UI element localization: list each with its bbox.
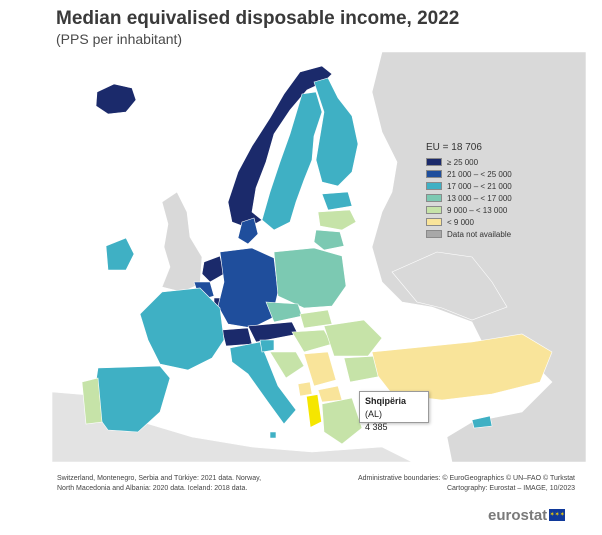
legend-swatch — [426, 182, 442, 190]
tooltip-country-code: (AL) — [365, 409, 383, 419]
region-fr[interactable] — [139, 287, 225, 371]
region-mk[interactable] — [317, 385, 343, 403]
region-is[interactable] — [95, 83, 137, 115]
europe-map[interactable] — [52, 52, 586, 462]
region-lv[interactable] — [317, 209, 357, 231]
region-ro[interactable] — [323, 319, 383, 357]
region-si[interactable] — [259, 339, 275, 353]
legend-item: ≥ 25 000 — [426, 156, 576, 168]
legend-swatch — [426, 158, 442, 166]
region-cz[interactable] — [265, 301, 303, 323]
region-ie[interactable] — [105, 237, 135, 271]
region-nl[interactable] — [201, 255, 225, 283]
footnote-data-years: Switzerland, Montenegro, Serbia and Türk… — [57, 474, 317, 494]
legend-label: 17 000 – < 21 000 — [447, 181, 512, 191]
legend-item: 21 000 – < 25 000 — [426, 168, 576, 180]
region-de[interactable] — [217, 247, 279, 329]
region-rs[interactable] — [303, 351, 337, 387]
region-al[interactable] — [305, 393, 323, 430]
legend-label: < 9 000 — [447, 217, 474, 227]
region-cy[interactable] — [471, 415, 493, 429]
eu-average-label: EU = 18 706 — [426, 142, 482, 153]
eu-flag-icon: ✶✶✶ — [549, 509, 566, 521]
footnote-line-1: Switzerland, Montenegro, Serbia and Türk… — [57, 475, 262, 482]
legend-swatch — [426, 170, 442, 178]
legend-label: 21 000 – < 25 000 — [447, 169, 512, 179]
eurostat-logo: eurostat ✶✶✶ — [488, 506, 566, 524]
region-es[interactable] — [91, 365, 171, 433]
page-title: Median equivalised disposable income, 20… — [56, 8, 460, 29]
country-tooltip: Shqipëria (AL) 4 385 — [359, 391, 429, 432]
legend-swatch — [426, 206, 442, 214]
eurostat-wordmark: eurostat — [488, 506, 548, 524]
legend-item: 13 000 – < 17 000 — [426, 192, 576, 204]
region-el[interactable] — [321, 397, 363, 445]
region-pt[interactable] — [81, 377, 103, 425]
region-ee[interactable] — [321, 191, 353, 211]
region-lt[interactable] — [313, 229, 345, 251]
country-regions[interactable] — [81, 65, 553, 445]
region-fi[interactable] — [313, 77, 359, 187]
legend-label: Data not available — [447, 229, 512, 239]
legend-label: 9 000 – < 13 000 — [447, 205, 508, 215]
legend-item: Data not available — [426, 228, 576, 240]
legend-label: 13 000 – < 17 000 — [447, 193, 512, 203]
legend-item: 17 000 – < 21 000 — [426, 180, 576, 192]
page-subtitle: (PPS per inhabitant) — [56, 31, 183, 47]
region-me[interactable] — [297, 381, 313, 397]
region-mt[interactable] — [269, 431, 277, 439]
footnote-credits: Administrative boundaries: © EuroGeograp… — [330, 474, 575, 494]
region-hr[interactable] — [269, 351, 305, 379]
legend-label: ≥ 25 000 — [447, 157, 479, 167]
tooltip-value: 4 385 — [365, 422, 388, 432]
footnote-line-2: North Macedonia and Albania: 2020 data. … — [57, 485, 248, 492]
legend-swatch — [426, 194, 442, 202]
legend-swatch — [426, 230, 442, 238]
region-hu[interactable] — [291, 329, 333, 353]
region-ch[interactable] — [221, 327, 253, 347]
legend-swatch — [426, 218, 442, 226]
credits-line-2: Cartography: Eurostat – IMAGE, 10/2023 — [446, 485, 575, 492]
region-se[interactable] — [261, 91, 323, 231]
legend-item: < 9 000 — [426, 216, 576, 228]
region-sk[interactable] — [299, 309, 333, 329]
region-tr[interactable] — [371, 333, 553, 401]
map-legend: EU = 18 706 ≥ 25 000 21 000 – < 25 000 17 … — [426, 142, 576, 240]
region-dk[interactable] — [237, 217, 259, 245]
tooltip-country-name: Shqipëria — [365, 396, 407, 406]
region-pl[interactable] — [273, 247, 347, 309]
credits-line-1: Administrative boundaries: © EuroGeograp… — [357, 475, 575, 482]
legend-item: 9 000 – < 13 000 — [426, 204, 576, 216]
map-area[interactable] — [52, 52, 586, 462]
